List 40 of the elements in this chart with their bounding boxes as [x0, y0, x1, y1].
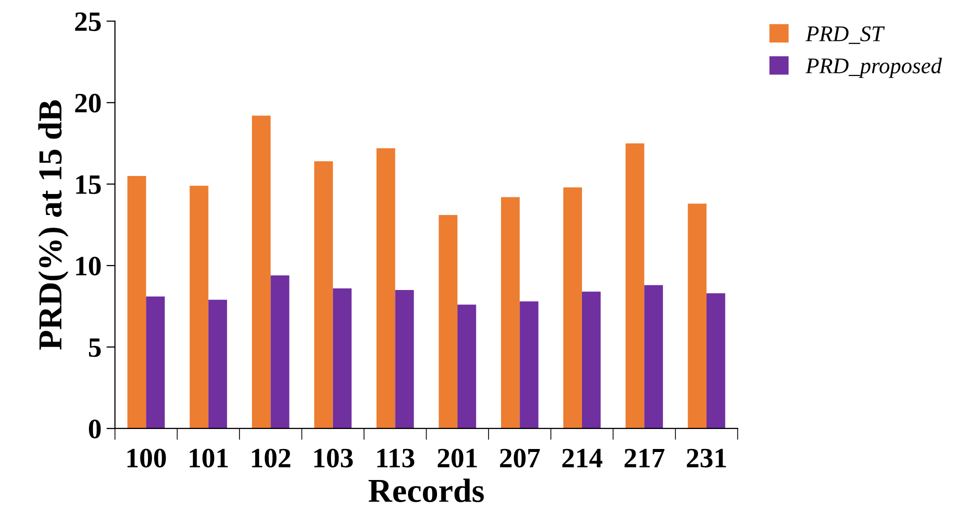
- bar: [190, 186, 208, 428]
- x-tick-label: 214: [562, 448, 602, 468]
- x-tick-label: 103: [314, 448, 353, 468]
- y-tick-label: 15: [76, 175, 101, 194]
- bar: [314, 161, 333, 428]
- x-tick-label: 102: [252, 448, 290, 468]
- y-tick-label: 25: [75, 12, 101, 32]
- x-tick-label: 101: [190, 448, 228, 468]
- bar: [626, 143, 644, 428]
- bar: [270, 275, 290, 428]
- legend-label: PRD_proposed: [806, 58, 942, 78]
- x-tick-label: 201: [438, 448, 477, 468]
- x-tick-label: 113: [377, 448, 414, 468]
- bar: [644, 285, 663, 428]
- bar: [376, 148, 396, 428]
- bar: [127, 176, 146, 428]
- bar: [395, 290, 414, 428]
- x-axis-title: Records: [368, 478, 484, 502]
- legend-label: PRD_ST: [806, 26, 885, 44]
- bar: [706, 293, 726, 428]
- bar: [146, 296, 165, 428]
- y-tick-label: 0: [88, 420, 101, 438]
- bar: [438, 215, 458, 428]
- y-tick-label: 5: [88, 338, 101, 357]
- bar: [332, 288, 352, 428]
- bar: [582, 292, 601, 428]
- bar: [252, 116, 271, 428]
- x-tick-label: 217: [624, 448, 664, 468]
- bar: [688, 204, 707, 428]
- bar: [457, 304, 476, 428]
- y-tick-label: 20: [75, 94, 101, 113]
- bar: [563, 187, 582, 428]
- bar: [208, 300, 228, 428]
- x-tick-label: 231: [686, 448, 726, 468]
- x-tick-label: 207: [500, 448, 540, 468]
- bar: [520, 301, 538, 428]
- x-tick-label: 100: [127, 448, 166, 468]
- bar: [501, 197, 520, 428]
- y-tick-label: 10: [76, 256, 101, 276]
- y-axis-title: PRD(%) at 15 dB: [38, 100, 68, 350]
